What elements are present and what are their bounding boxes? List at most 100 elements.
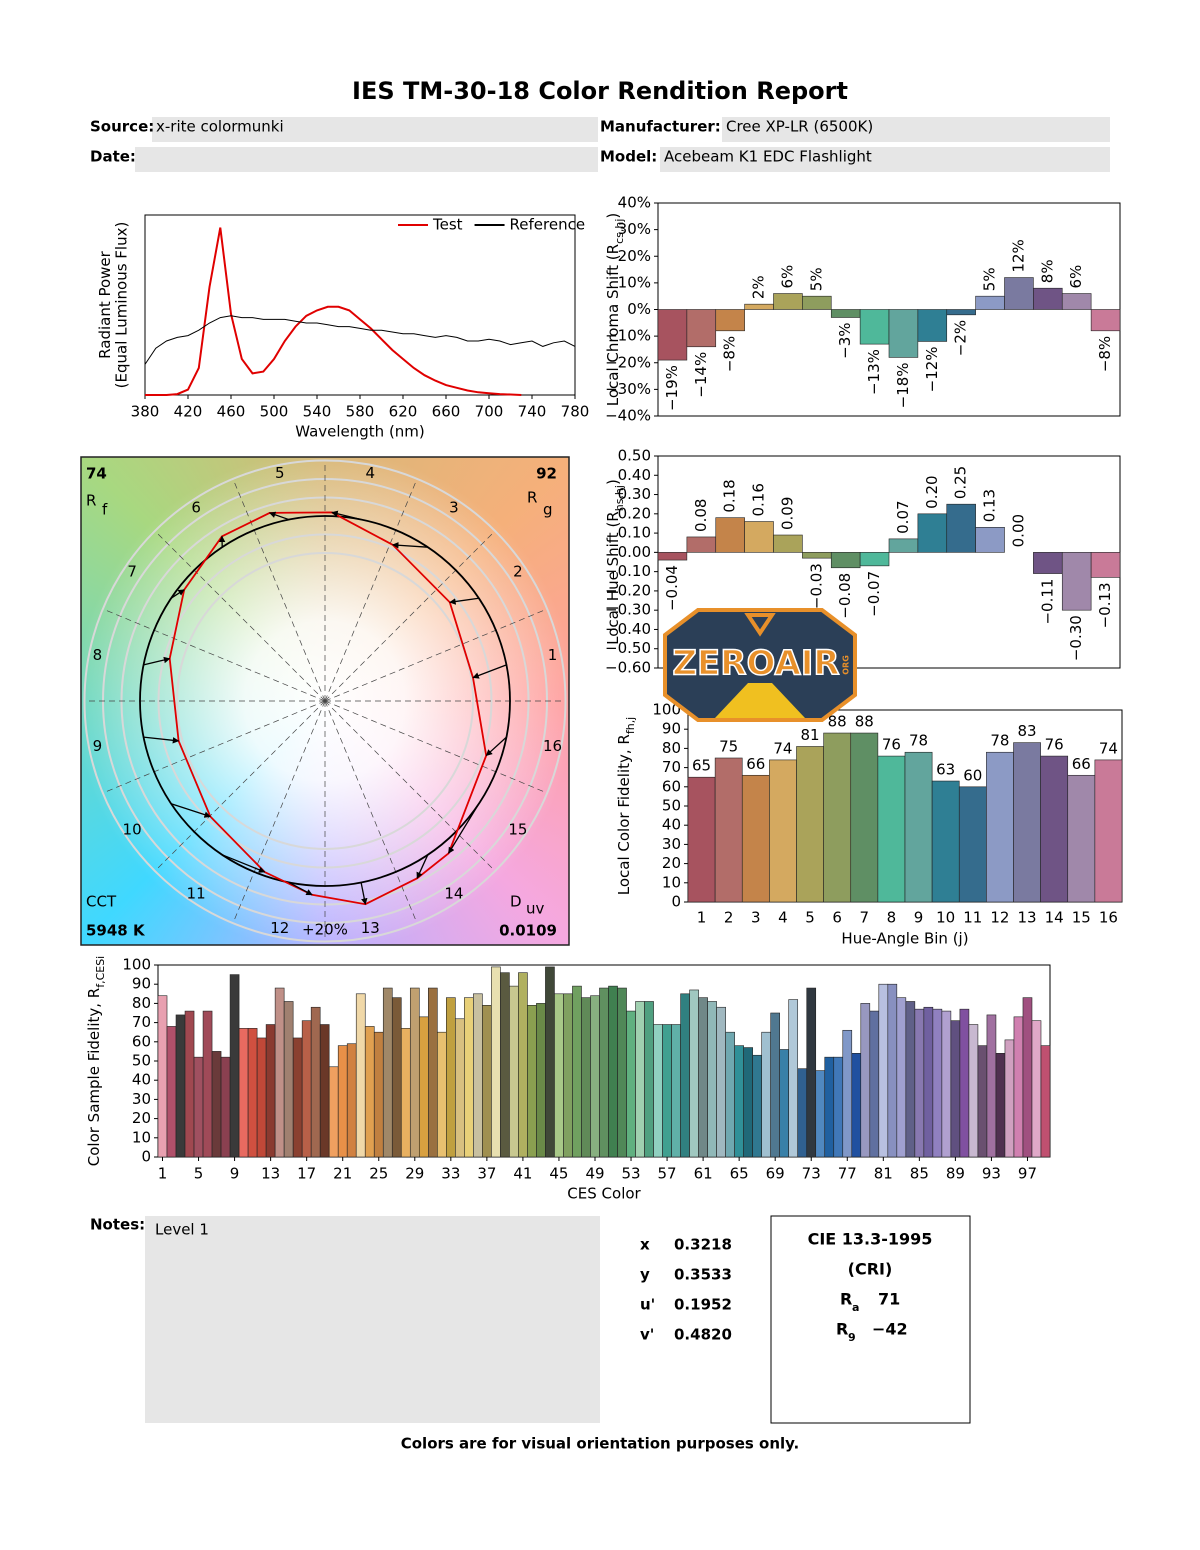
value-label: −13%	[865, 349, 883, 395]
x-axis-label: CES Color	[567, 1185, 641, 1203]
y-tick-label: 70	[132, 1013, 151, 1031]
bar	[744, 521, 774, 553]
x-tick-label: 12	[990, 909, 1009, 927]
value-label: 78	[909, 732, 928, 750]
chromaticity-value: 0.3218	[674, 1236, 732, 1254]
bar	[1040, 1045, 1051, 1158]
bar	[175, 1014, 186, 1158]
y-tick-label: 50	[132, 1052, 151, 1070]
bin-label: 9	[93, 737, 103, 755]
field-label: Model:	[600, 148, 657, 166]
vector-frame	[80, 456, 570, 946]
bar	[734, 1045, 744, 1158]
y-axis-label: Radiant Power	[96, 250, 114, 359]
shift-arrow	[485, 736, 507, 757]
y-axis-label: Color Sample Fidelity, Rf,CESi	[85, 956, 107, 1167]
shift-arrow	[448, 803, 480, 854]
bar	[859, 309, 890, 345]
bar	[166, 1026, 177, 1158]
bar	[946, 309, 976, 316]
bar	[977, 1045, 988, 1158]
y-tick-label: 0	[671, 893, 681, 911]
bin-divider	[155, 700, 326, 871]
x-tick-label: 460	[217, 403, 246, 421]
bar	[878, 983, 889, 1158]
bin-label: 8	[93, 646, 103, 664]
y-tick-label: −0.30	[605, 601, 651, 619]
r9-symbol: R	[836, 1320, 848, 1339]
bar	[229, 974, 240, 1158]
x-tick-label: 5	[805, 909, 815, 927]
bar	[671, 1024, 681, 1158]
y-axis-label-text: Local Hue Shift (R	[604, 511, 622, 645]
bar	[644, 1001, 654, 1158]
x-tick-label: 700	[475, 403, 504, 421]
value-label: 8%	[1038, 259, 1056, 283]
bar	[157, 995, 168, 1158]
value-label: 66	[1072, 755, 1091, 773]
field-box	[135, 147, 598, 172]
bar	[554, 993, 564, 1158]
x-tick-label: 81	[874, 1165, 893, 1183]
bar	[917, 309, 948, 342]
bar	[770, 1012, 780, 1158]
bar	[680, 993, 690, 1158]
bar	[824, 1056, 835, 1158]
bar	[761, 1031, 771, 1158]
bar	[859, 552, 890, 567]
x-tick-label: 37	[477, 1165, 496, 1183]
y-tick-label: −0.10	[605, 562, 651, 580]
bar	[851, 1053, 862, 1158]
value-label: −18%	[894, 362, 912, 408]
bar	[905, 1001, 916, 1158]
field-box	[722, 117, 1110, 142]
y-tick-label: 100	[122, 956, 151, 974]
field-value: Cree XP-LR (6500K)	[726, 118, 873, 136]
value-label: 74	[773, 739, 792, 757]
value-label: 76	[882, 736, 901, 754]
value-label: 0.16	[750, 483, 768, 516]
value-label: 75	[719, 738, 738, 756]
reference-circle	[139, 515, 511, 887]
bar	[986, 751, 1014, 903]
chromaticity-value: 0.1952	[674, 1296, 732, 1314]
y-tick-label: −30%	[605, 380, 651, 398]
bar	[1022, 997, 1033, 1158]
x-tick-label: 49	[585, 1165, 604, 1183]
bar	[1033, 552, 1063, 574]
x-tick-label: 85	[910, 1165, 929, 1183]
y-axis-label-text: Local Chroma Shift (R	[604, 244, 622, 406]
bar	[888, 309, 919, 358]
y-tick-label: −40%	[605, 407, 651, 425]
bar	[536, 1003, 546, 1158]
bin-label: 4	[365, 464, 375, 482]
bin-label: 11	[187, 884, 206, 902]
bar	[686, 536, 717, 553]
shift-arrow	[416, 854, 429, 879]
bar	[796, 746, 824, 903]
value-label: 0.18	[721, 479, 739, 512]
bar	[292, 1037, 303, 1158]
x-tick-label: 1	[158, 1165, 168, 1183]
value-label: 81	[801, 726, 820, 744]
cct-label: CCT	[86, 893, 117, 911]
y-tick-label: 0	[141, 1148, 151, 1166]
bar	[382, 987, 393, 1158]
value-label: −0.03	[807, 563, 825, 609]
y-tick-label: −0.60	[605, 659, 651, 677]
bar	[657, 309, 688, 361]
field-value: x-rite colormunki	[156, 118, 284, 136]
x-tick-label: 45	[549, 1165, 568, 1183]
bar	[815, 1070, 826, 1158]
x-tick-label: 61	[694, 1165, 713, 1183]
scale-label: +20%	[302, 921, 348, 939]
y-tick-label: 0.50	[618, 447, 651, 465]
y-tick-label: −0.40	[605, 620, 651, 638]
bar	[473, 993, 483, 1158]
x-tick-label: 14	[1045, 909, 1064, 927]
field-label: Manufacturer:	[600, 118, 721, 136]
y-tick-label: 0.40	[618, 466, 651, 484]
bar	[283, 1001, 294, 1158]
cct-value: 5948 K	[86, 922, 146, 940]
x-tick-label: 8	[887, 909, 897, 927]
